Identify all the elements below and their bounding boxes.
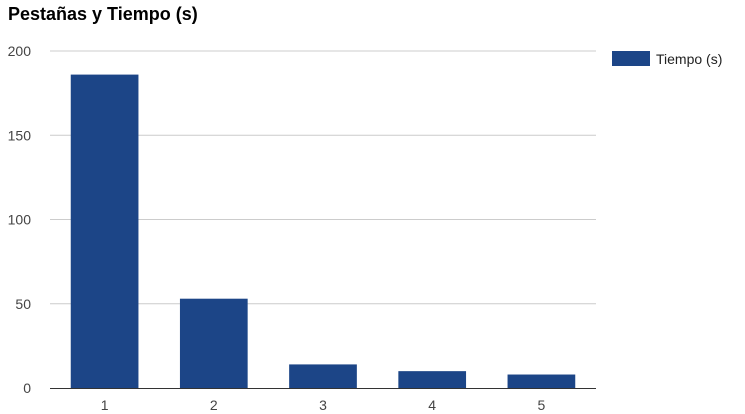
x-tick-label: 4: [428, 397, 436, 413]
y-tick-label: 100: [8, 212, 32, 228]
bar: [289, 364, 357, 388]
x-tick-label: 2: [210, 397, 218, 413]
bar: [70, 74, 139, 388]
legend-label: Tiempo (s): [656, 51, 722, 67]
x-axis: 1 2 3 4 5: [101, 397, 546, 413]
y-axis: 0 50 100 150 200: [8, 43, 32, 396]
y-tick-label: 150: [8, 127, 32, 143]
chart-title: Pestañas y Tiempo (s): [8, 4, 198, 24]
bar: [398, 371, 467, 388]
legend-swatch: [612, 51, 650, 66]
legend: Tiempo (s): [612, 51, 722, 67]
bars: [70, 74, 576, 388]
y-tick-label: 0: [23, 380, 31, 396]
y-tick-label: 200: [8, 43, 32, 59]
x-tick-label: 5: [538, 397, 546, 413]
y-tick-label: 50: [15, 296, 31, 312]
x-tick-label: 1: [101, 397, 109, 413]
x-tick-label: 3: [319, 397, 327, 413]
bar: [507, 374, 576, 388]
bar: [179, 298, 248, 388]
gridlines: [50, 50, 596, 305]
